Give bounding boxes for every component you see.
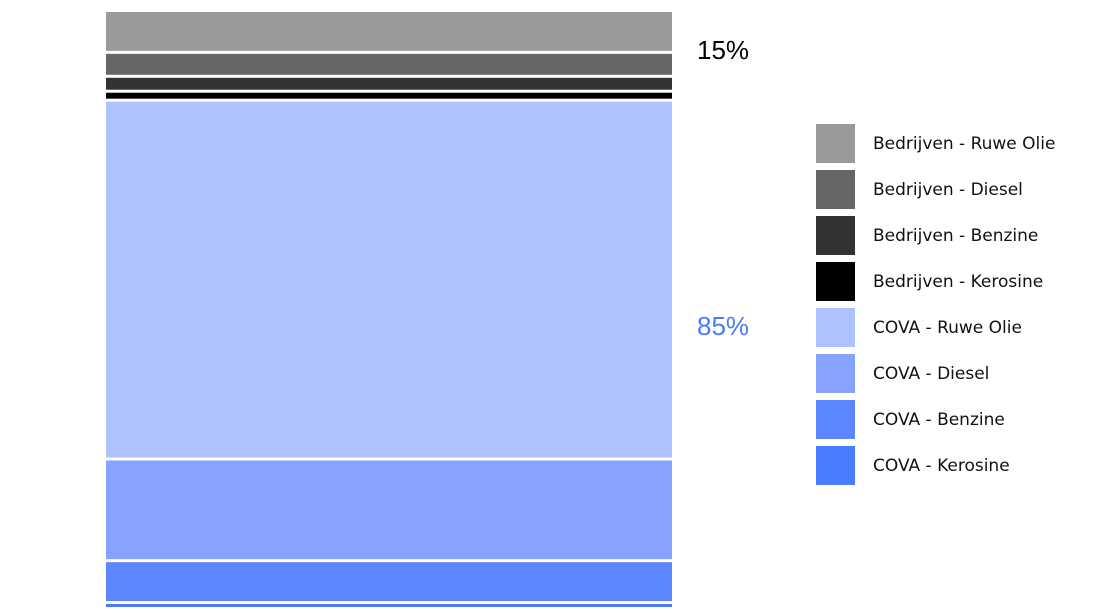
bar-segment <box>106 92 672 99</box>
legend-swatch <box>816 308 855 347</box>
legend-swatch <box>816 262 855 301</box>
legend-label: Bedrijven - Kerosine <box>873 272 1043 292</box>
legend-label: COVA - Diesel <box>873 364 989 384</box>
legend-label: COVA - Kerosine <box>873 456 1010 476</box>
bar-segment <box>106 101 672 458</box>
legend-label: Bedrijven - Ruwe Olie <box>873 134 1055 154</box>
legend-label: Bedrijven - Diesel <box>873 180 1023 200</box>
bar-segment <box>106 53 672 75</box>
bar-segment <box>106 562 672 602</box>
legend-label: COVA - Benzine <box>873 410 1005 430</box>
bar-segment <box>106 460 672 560</box>
legend-swatch <box>816 400 855 439</box>
legend-label: Bedrijven - Benzine <box>873 226 1038 246</box>
legend-swatch <box>816 354 855 393</box>
legend-label: COVA - Ruwe Olie <box>873 318 1022 338</box>
legend-swatch <box>816 216 855 255</box>
legend-swatch <box>816 446 855 485</box>
group-total-label: 85% <box>697 311 749 341</box>
bar-segment <box>106 604 672 607</box>
legend-swatch <box>816 124 855 163</box>
group-total-label: 15% <box>697 35 749 65</box>
bar-segment <box>106 77 672 90</box>
legend-swatch <box>816 170 855 209</box>
bar-segment <box>106 12 672 51</box>
